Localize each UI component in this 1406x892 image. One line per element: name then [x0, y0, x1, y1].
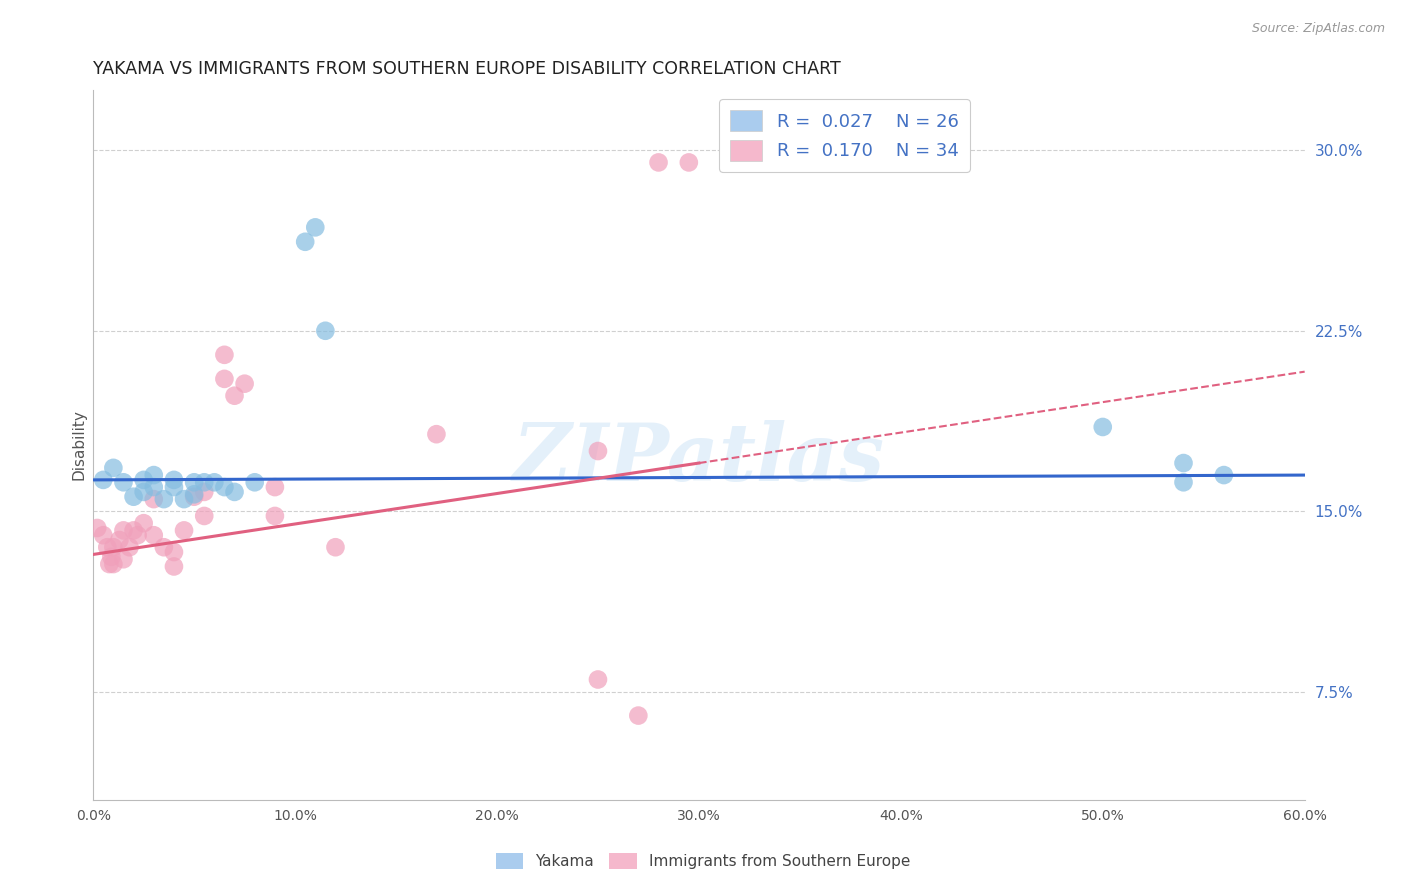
Legend: Yakama, Immigrants from Southern Europe: Yakama, Immigrants from Southern Europe [489, 847, 917, 875]
Point [163, 473, 186, 487]
Point [112, 524, 135, 538]
Point [1091, 420, 1114, 434]
Point [214, 348, 236, 362]
Point [586, 673, 609, 687]
Point [183, 490, 205, 504]
Point [142, 492, 165, 507]
Point [142, 528, 165, 542]
Point [163, 559, 186, 574]
Point [112, 552, 135, 566]
Point [193, 475, 215, 490]
Point [214, 480, 236, 494]
Point [193, 484, 215, 499]
Point [103, 461, 125, 475]
Point [98, 557, 121, 571]
Point [314, 324, 336, 338]
Point [132, 473, 155, 487]
Point [264, 508, 287, 523]
Point [173, 524, 195, 538]
Point [118, 540, 141, 554]
Point [153, 540, 176, 554]
Point [647, 155, 669, 169]
Text: Source: ZipAtlas.com: Source: ZipAtlas.com [1251, 22, 1385, 36]
Point [122, 524, 145, 538]
Point [142, 480, 165, 494]
Point [325, 540, 347, 554]
Point [132, 484, 155, 499]
Point [127, 528, 149, 542]
Point [214, 372, 236, 386]
Point [627, 708, 650, 723]
Point [112, 475, 135, 490]
Point [233, 376, 256, 391]
Point [586, 444, 609, 458]
Point [678, 155, 700, 169]
Text: YAKAMA VS IMMIGRANTS FROM SOUTHERN EUROPE DISABILITY CORRELATION CHART: YAKAMA VS IMMIGRANTS FROM SOUTHERN EUROP… [93, 60, 841, 78]
Point [91, 528, 114, 542]
Point [132, 516, 155, 531]
Point [173, 492, 195, 507]
Legend: R =  0.027    N = 26, R =  0.170    N = 34: R = 0.027 N = 26, R = 0.170 N = 34 [718, 99, 970, 171]
Point [122, 490, 145, 504]
Point [183, 475, 205, 490]
Point [108, 533, 131, 547]
Point [264, 480, 287, 494]
Y-axis label: Disability: Disability [72, 409, 86, 481]
Point [91, 473, 114, 487]
Point [86, 521, 108, 535]
Point [142, 468, 165, 483]
Point [103, 557, 125, 571]
Point [243, 475, 266, 490]
Point [153, 492, 176, 507]
Point [224, 389, 246, 403]
Point [1212, 468, 1234, 483]
Point [224, 484, 246, 499]
Point [1173, 475, 1195, 490]
Point [103, 540, 125, 554]
Point [425, 427, 447, 442]
Point [193, 508, 215, 523]
Point [294, 235, 316, 249]
Text: ZIPatlas: ZIPatlas [513, 420, 884, 498]
Point [100, 549, 122, 564]
Point [304, 220, 326, 235]
Point [1173, 456, 1195, 470]
Point [183, 487, 205, 501]
Point [202, 475, 225, 490]
Point [163, 480, 186, 494]
Point [163, 545, 186, 559]
Point [96, 540, 118, 554]
